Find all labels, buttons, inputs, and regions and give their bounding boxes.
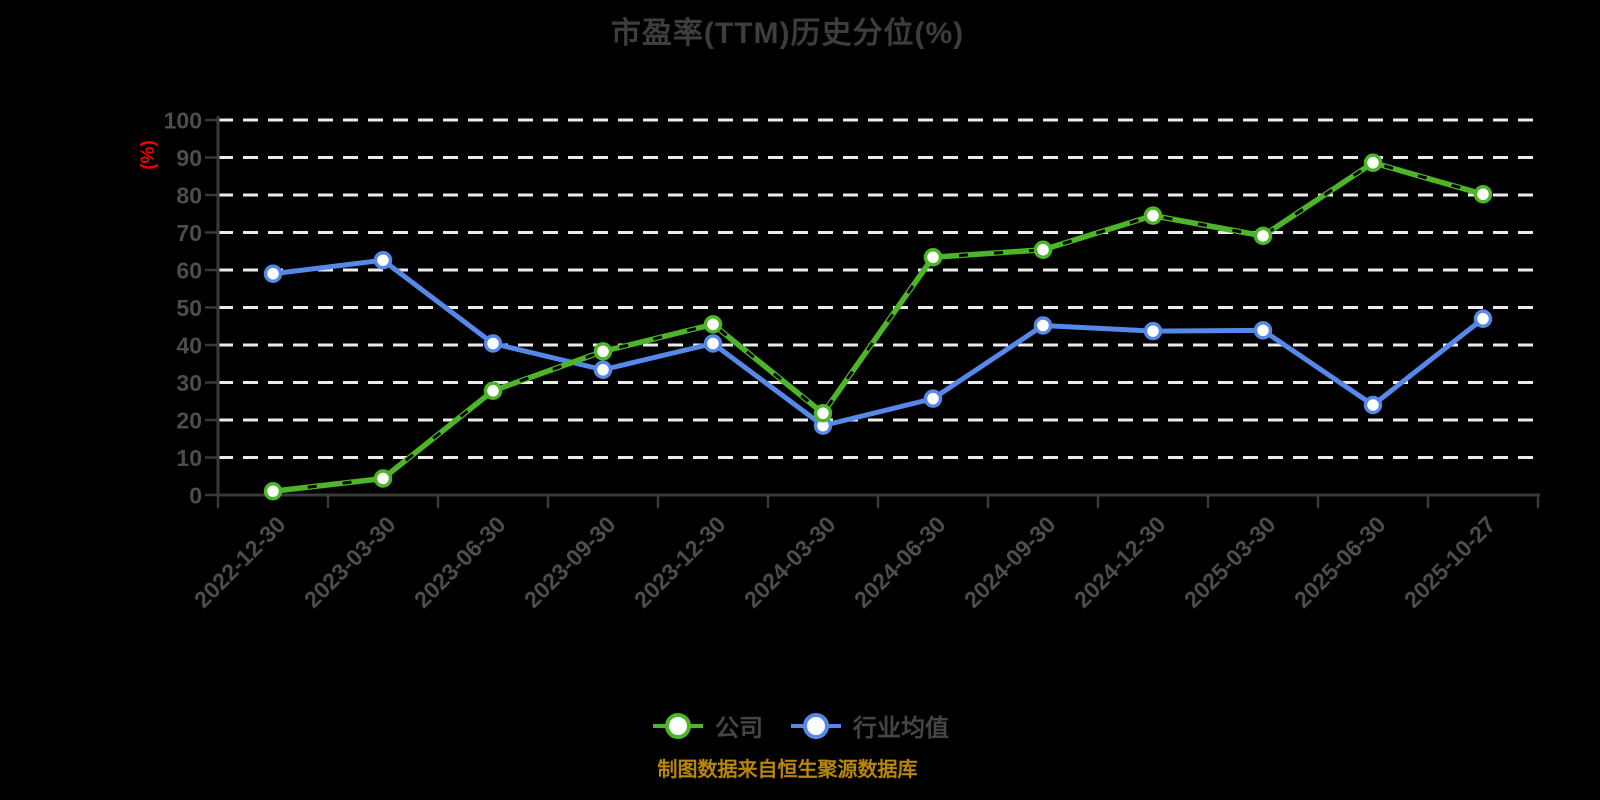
industry-data-point bbox=[1143, 321, 1163, 341]
company-line-dash-overlay bbox=[272, 161, 1484, 493]
company-data-point bbox=[263, 482, 283, 501]
y-axis-label: 100 bbox=[164, 108, 202, 134]
company-line bbox=[270, 160, 1486, 494]
legend-label-industry: 行业均值 bbox=[853, 715, 949, 742]
x-axis-label: 2023-12-30 bbox=[629, 511, 731, 613]
x-axis-label: 2023-09-30 bbox=[519, 511, 621, 613]
industry-legend-marker-icon bbox=[791, 712, 841, 739]
company-data-point bbox=[923, 248, 943, 267]
data-source-note: 制图数据来自恒生聚源数据库 bbox=[657, 759, 918, 781]
industry-data-point bbox=[1253, 321, 1273, 340]
company-legend-marker-icon bbox=[653, 712, 703, 739]
x-axis-label: 2024-12-30 bbox=[1069, 511, 1171, 613]
legend-item-company[interactable]: 公司 bbox=[651, 708, 763, 743]
company-data-point bbox=[1363, 153, 1383, 172]
company-data-point bbox=[373, 469, 393, 488]
y-axis-label: 50 bbox=[176, 295, 202, 321]
company-data-point bbox=[1033, 240, 1053, 259]
y-axis-label: 90 bbox=[176, 145, 202, 171]
x-axis-label: 2024-06-30 bbox=[849, 511, 951, 613]
legend-label-company: 公司 bbox=[715, 715, 763, 742]
x-axis-label: 2023-06-30 bbox=[409, 511, 511, 613]
chart-title: 市盈率(TTM)历史分位(%) bbox=[610, 17, 965, 50]
y-axis-label: 20 bbox=[176, 408, 202, 434]
company-data-point bbox=[1143, 206, 1163, 225]
x-axis-label: 2025-03-30 bbox=[1179, 511, 1281, 613]
industry-data-point bbox=[1473, 309, 1493, 328]
x-axis-label: 2023-03-30 bbox=[299, 511, 401, 613]
industry-data-point bbox=[483, 334, 503, 353]
industry-line bbox=[270, 257, 1486, 429]
y-axis-label: 0 bbox=[189, 483, 202, 509]
x-axis-label: 2024-03-30 bbox=[739, 511, 841, 613]
x-axis-label: 2025-10-27 bbox=[1399, 511, 1501, 613]
y-axis-label: 30 bbox=[176, 370, 202, 396]
company-data-point bbox=[813, 404, 833, 423]
legend: 公司 行业均值 bbox=[0, 708, 1600, 743]
company-data-point bbox=[1473, 185, 1493, 204]
y-axis-label: 40 bbox=[176, 333, 202, 359]
industry-data-point bbox=[1033, 316, 1053, 335]
industry-data-point bbox=[593, 360, 613, 379]
industry-data-point bbox=[1363, 395, 1383, 415]
legend-item-industry[interactable]: 行业均值 bbox=[789, 708, 949, 743]
company-data-point bbox=[703, 315, 723, 334]
y-axis-label: 60 bbox=[176, 258, 202, 284]
industry-data-point bbox=[703, 334, 723, 353]
y-axis-label: 10 bbox=[176, 445, 202, 471]
y-axis-label: 80 bbox=[176, 183, 202, 209]
y-axis-label: 70 bbox=[176, 220, 202, 246]
company-data-point bbox=[1253, 226, 1273, 246]
industry-data-point bbox=[923, 389, 943, 408]
x-axis-label: 2024-09-30 bbox=[959, 511, 1061, 613]
industry-data-point bbox=[373, 251, 393, 270]
x-axis-label: 2025-06-30 bbox=[1289, 511, 1391, 613]
company-data-point bbox=[593, 342, 613, 361]
industry-data-point bbox=[263, 264, 283, 283]
company-data-point bbox=[483, 381, 503, 400]
x-axis-label: 2022-12-30 bbox=[189, 511, 291, 613]
